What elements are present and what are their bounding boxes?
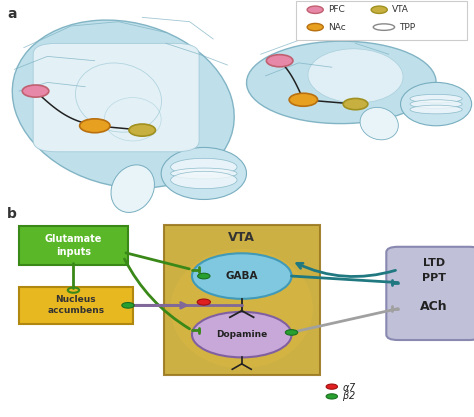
Text: GABA: GABA — [226, 271, 258, 281]
Circle shape — [326, 384, 337, 389]
Text: VTA: VTA — [228, 231, 255, 244]
Circle shape — [307, 23, 323, 31]
Circle shape — [22, 85, 49, 97]
Ellipse shape — [171, 171, 237, 188]
Ellipse shape — [410, 105, 462, 114]
Text: $\beta$2: $\beta$2 — [342, 389, 356, 403]
Text: VTA: VTA — [392, 5, 409, 14]
Ellipse shape — [171, 158, 237, 176]
FancyBboxPatch shape — [386, 247, 474, 340]
Text: Nucleus
accumbens: Nucleus accumbens — [47, 295, 104, 315]
Text: LTD: LTD — [423, 258, 445, 268]
Text: Dopamine: Dopamine — [216, 330, 267, 339]
Circle shape — [198, 273, 210, 279]
FancyBboxPatch shape — [19, 226, 128, 265]
FancyBboxPatch shape — [296, 1, 467, 40]
Ellipse shape — [161, 148, 246, 199]
Text: NAc: NAc — [328, 23, 346, 32]
Circle shape — [326, 394, 337, 399]
Ellipse shape — [246, 41, 436, 123]
Circle shape — [80, 119, 110, 133]
Circle shape — [266, 55, 293, 67]
Circle shape — [122, 302, 134, 308]
Circle shape — [129, 124, 155, 136]
Circle shape — [289, 93, 318, 106]
Ellipse shape — [401, 83, 472, 126]
Ellipse shape — [12, 20, 234, 188]
Circle shape — [192, 312, 292, 357]
FancyBboxPatch shape — [19, 287, 133, 324]
Circle shape — [343, 98, 368, 110]
Text: PFC: PFC — [328, 5, 345, 14]
Text: PPT: PPT — [422, 273, 446, 283]
Ellipse shape — [410, 100, 462, 108]
Text: Glutamate
inputs: Glutamate inputs — [45, 234, 102, 257]
Ellipse shape — [374, 24, 395, 30]
Ellipse shape — [410, 94, 462, 103]
Ellipse shape — [111, 165, 155, 212]
Circle shape — [192, 253, 292, 299]
Text: b: b — [7, 207, 17, 221]
Text: ACh: ACh — [420, 300, 447, 313]
Ellipse shape — [171, 249, 313, 368]
Text: a: a — [7, 7, 17, 20]
Circle shape — [285, 329, 298, 335]
Circle shape — [371, 6, 387, 13]
Circle shape — [197, 299, 210, 305]
FancyBboxPatch shape — [164, 225, 320, 375]
Ellipse shape — [308, 49, 403, 103]
Ellipse shape — [171, 168, 237, 179]
Text: $\alpha$7: $\alpha$7 — [342, 381, 357, 393]
Text: TPP: TPP — [399, 23, 415, 32]
Ellipse shape — [360, 108, 398, 140]
Circle shape — [307, 6, 323, 13]
FancyBboxPatch shape — [33, 43, 199, 152]
